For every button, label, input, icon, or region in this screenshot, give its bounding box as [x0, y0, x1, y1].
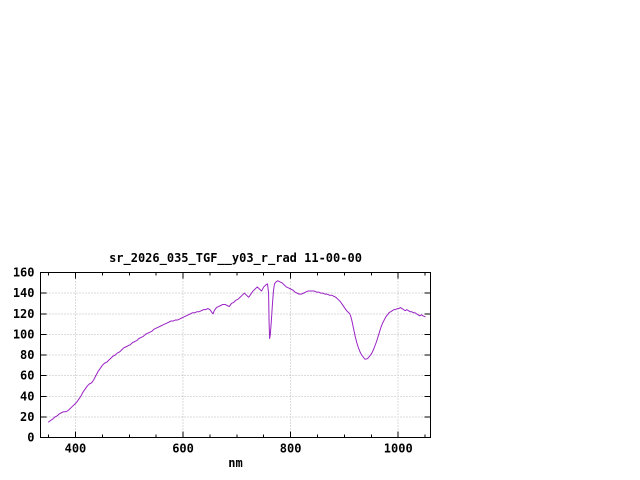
svg-text:160: 160	[13, 266, 35, 280]
svg-text:1000: 1000	[384, 442, 413, 456]
chart-title: sr_2026_035_TGF__y03_r_rad 11-00-00	[109, 251, 362, 265]
svg-text:20: 20	[20, 410, 34, 424]
svg-text:120: 120	[13, 307, 35, 321]
svg-text:80: 80	[20, 348, 34, 362]
series-line	[48, 280, 426, 423]
svg-text:100: 100	[13, 327, 35, 341]
svg-text:40: 40	[20, 389, 34, 403]
svg-text:800: 800	[280, 442, 302, 456]
svg-text:60: 60	[20, 369, 34, 383]
svg-text:140: 140	[13, 286, 35, 300]
svg-text:600: 600	[172, 442, 194, 456]
tick-labels: 400 600 800 1000 0 20 40 60 80 100 120 140 160	[13, 266, 413, 456]
x-axis-label: nm	[228, 456, 243, 470]
svg-text:0: 0	[27, 431, 34, 445]
svg-text:400: 400	[65, 442, 87, 456]
plot-border	[40, 272, 431, 438]
grid-lines	[40, 272, 431, 438]
